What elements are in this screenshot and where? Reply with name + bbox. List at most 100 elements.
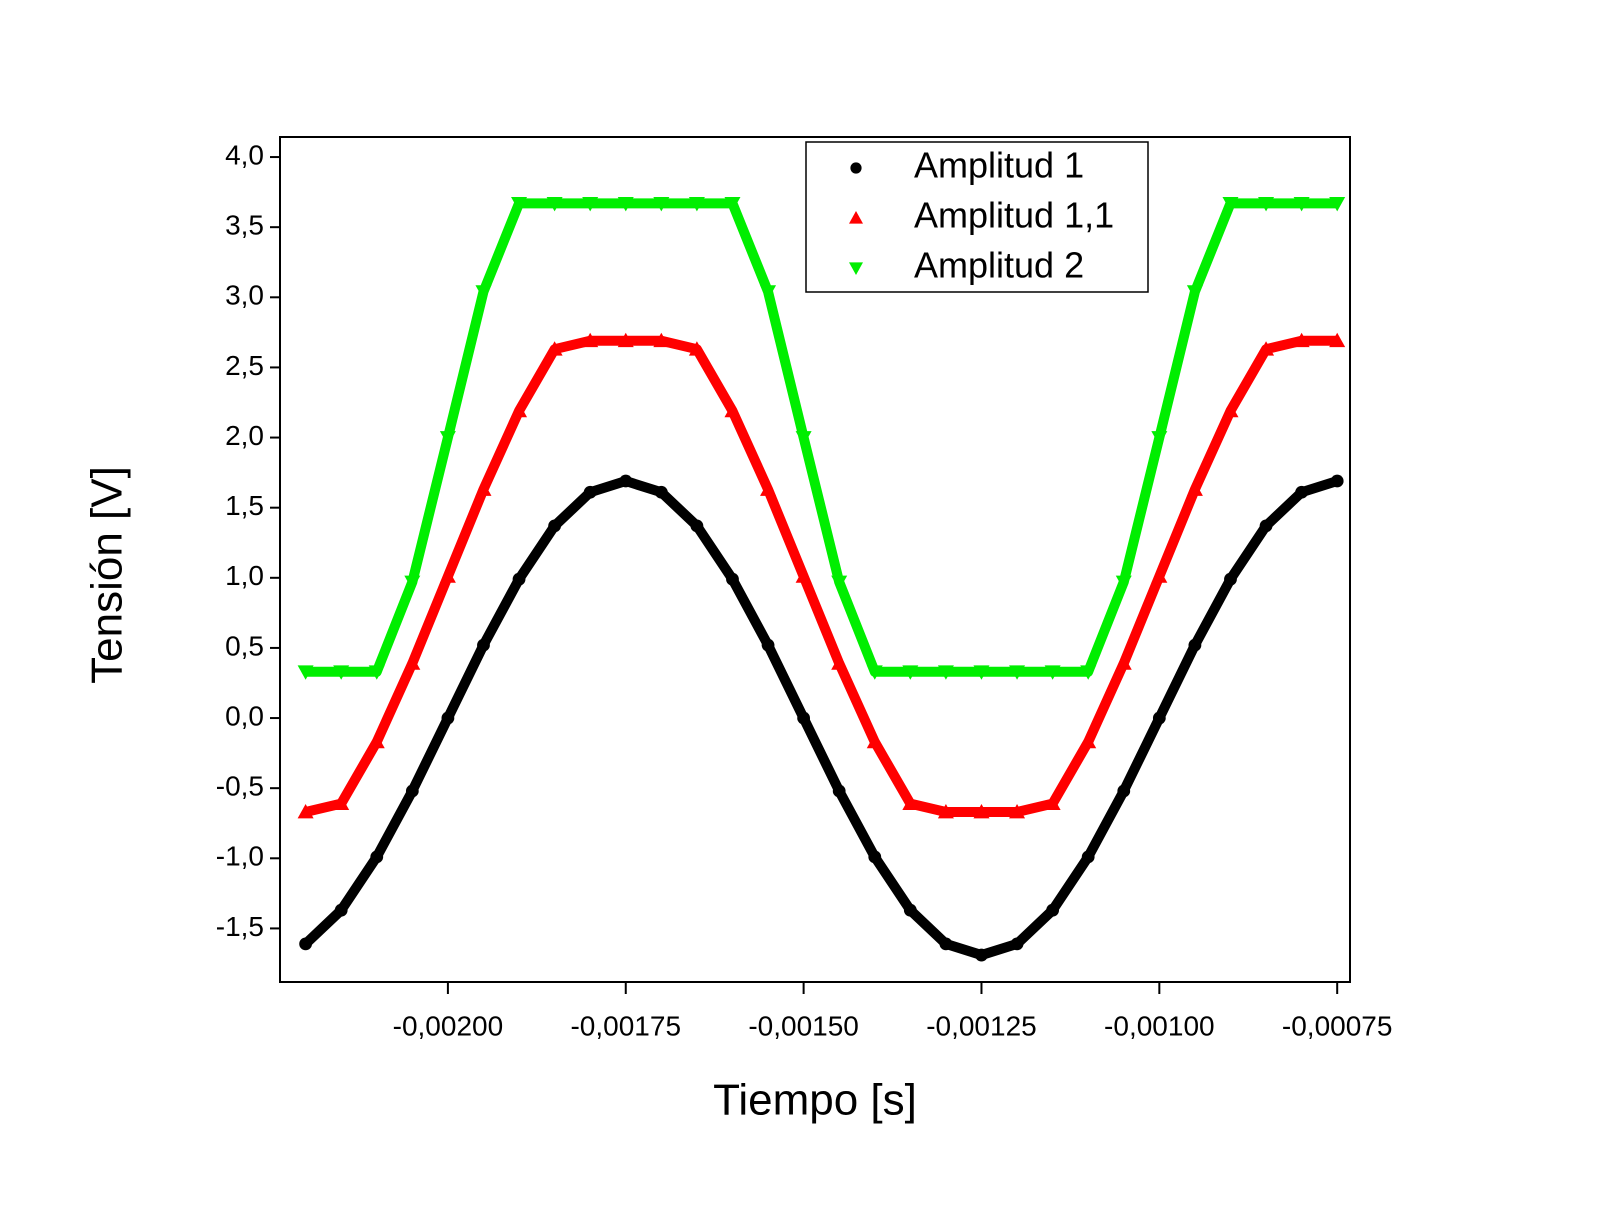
marker — [475, 285, 492, 300]
marker — [760, 285, 777, 300]
marker — [334, 903, 348, 917]
marker — [849, 262, 863, 275]
marker — [475, 481, 492, 496]
x-tick-label: -0,00150 — [748, 1010, 859, 1041]
plot-frame — [279, 136, 1351, 983]
marker — [1044, 795, 1061, 811]
marker — [511, 402, 528, 418]
marker — [583, 485, 597, 499]
marker — [477, 638, 490, 652]
marker — [617, 332, 634, 348]
marker — [1329, 196, 1346, 212]
marker — [1259, 519, 1273, 533]
marker — [1115, 575, 1132, 591]
marker — [1080, 733, 1097, 749]
marker — [439, 568, 456, 583]
y-tick-label: -1,5 — [216, 911, 264, 942]
marker — [653, 196, 670, 212]
marker — [724, 196, 741, 212]
marker — [726, 572, 739, 586]
marker — [902, 795, 919, 811]
marker — [1222, 196, 1239, 212]
marker — [724, 402, 741, 418]
marker — [1009, 804, 1026, 819]
marker — [368, 665, 385, 680]
marker — [903, 903, 917, 917]
x-tick-label: -0,00075 — [1282, 1010, 1393, 1041]
marker — [512, 572, 526, 586]
marker — [1258, 196, 1275, 212]
marker — [795, 568, 812, 583]
marker — [831, 655, 848, 670]
marker — [937, 665, 954, 680]
marker — [548, 519, 562, 533]
marker — [868, 850, 882, 864]
marker — [1293, 196, 1310, 212]
marker — [404, 575, 421, 591]
marker — [546, 341, 563, 356]
series-line — [304, 335, 1338, 818]
marker — [939, 937, 953, 951]
marker — [832, 784, 846, 798]
x-tick-label: -0,00175 — [570, 1010, 681, 1041]
marker — [582, 332, 599, 348]
legend: Amplitud 1 Amplitud 1,1 Amplitud 2 — [805, 141, 1149, 293]
marker — [760, 481, 777, 496]
y-tick-label: 2,0 — [225, 420, 264, 451]
marker — [1151, 568, 1168, 583]
marker — [937, 804, 954, 819]
marker — [297, 804, 314, 819]
marker — [1080, 665, 1097, 680]
marker — [1330, 474, 1344, 488]
y-tick-label: 0,0 — [225, 700, 264, 731]
marker — [831, 575, 848, 591]
marker — [1151, 431, 1168, 446]
y-tick-label: 3,5 — [225, 210, 264, 241]
series-line — [305, 198, 1338, 677]
marker — [849, 211, 863, 224]
marker — [370, 850, 384, 864]
marker — [619, 474, 633, 488]
marker — [1046, 903, 1060, 917]
y-tick-label: -0,5 — [216, 771, 264, 802]
marker — [973, 804, 990, 819]
marker — [688, 196, 705, 212]
legend-box — [805, 141, 1149, 293]
y-tick-label: 0,5 — [225, 630, 264, 661]
marker — [1152, 711, 1166, 725]
marker — [1081, 850, 1095, 864]
marker — [1329, 332, 1346, 348]
marker — [1044, 665, 1061, 680]
marker — [1222, 402, 1239, 418]
marker — [1117, 784, 1131, 798]
marker — [1009, 665, 1026, 680]
marker — [404, 655, 421, 670]
y-tick-label: -1,0 — [216, 841, 264, 872]
x-tick-label: -0,00125 — [926, 1010, 1037, 1041]
marker — [1295, 485, 1309, 499]
marker — [617, 196, 634, 212]
marker — [1186, 481, 1203, 496]
marker — [511, 196, 528, 212]
marker — [582, 196, 599, 212]
marker — [439, 431, 456, 446]
series-line — [302, 476, 1339, 961]
marker — [688, 341, 705, 356]
legend-label: Amplitud 1,1 — [914, 195, 1114, 236]
marker — [441, 711, 455, 725]
x-axis-label: Tiempo [s] — [713, 1076, 917, 1125]
marker — [797, 711, 811, 725]
marker — [866, 733, 883, 749]
marker — [973, 665, 990, 680]
marker — [1186, 285, 1203, 300]
marker — [405, 784, 419, 798]
y-tick-label: 4,0 — [225, 139, 264, 170]
marker — [333, 665, 350, 680]
marker — [690, 519, 704, 533]
marker — [850, 162, 862, 174]
marker — [333, 795, 350, 811]
y-axis-label: Tensión [V] — [83, 466, 132, 684]
marker — [546, 196, 563, 212]
